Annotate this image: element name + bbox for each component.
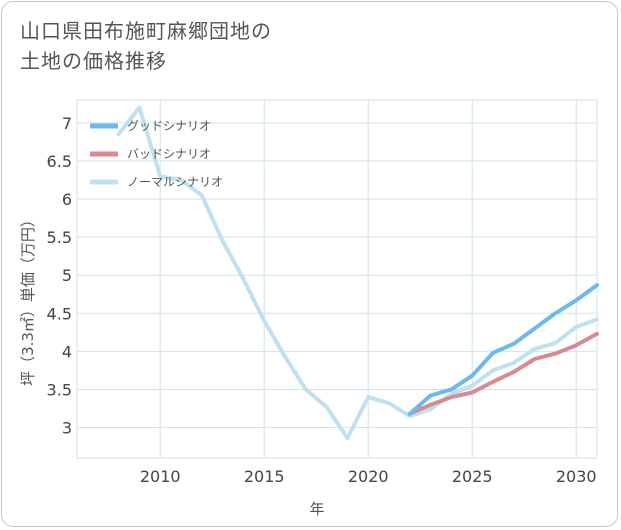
y-tick-label: 4.5: [47, 304, 72, 323]
x-tick-label: 2010: [140, 467, 181, 486]
legend-label-normal: ノーマルシナリオ: [127, 175, 223, 189]
series-line-bad: [407, 331, 599, 416]
series-line-good: [407, 283, 599, 416]
x-tick-label: 2025: [452, 467, 493, 486]
y-tick-label: 3.5: [47, 380, 72, 399]
x-tick-label: 2015: [244, 467, 285, 486]
plot-area-frame: [76, 99, 598, 459]
y-tick-label: 7: [62, 114, 72, 133]
legend-label-bad: バッドシナリオ: [127, 147, 211, 161]
y-tick-label: 3: [62, 419, 72, 438]
y-tick-label: 6: [62, 190, 72, 209]
y-axis-title: 坪（3.3㎡）単価（万円）: [19, 212, 37, 386]
legend-label-good: グッドシナリオ: [127, 119, 211, 133]
y-tick-label: 5: [62, 266, 72, 285]
y-tick-label: 4: [62, 342, 72, 361]
chart-title-line-1: 山口県田布施町麻郷団地の: [20, 19, 272, 43]
series-line-normal: [116, 105, 599, 441]
x-tick-label: 2020: [348, 467, 389, 486]
y-tick-label: 6.5: [47, 152, 72, 171]
x-tick-label: 2030: [556, 467, 597, 486]
y-tick-label: 5.5: [47, 228, 72, 247]
chart-title-line-2: 土地の価格推移: [20, 49, 167, 73]
x-axis-title: 年: [309, 500, 324, 518]
chart-title: 山口県田布施町麻郷団地の 土地の価格推移: [20, 16, 440, 76]
